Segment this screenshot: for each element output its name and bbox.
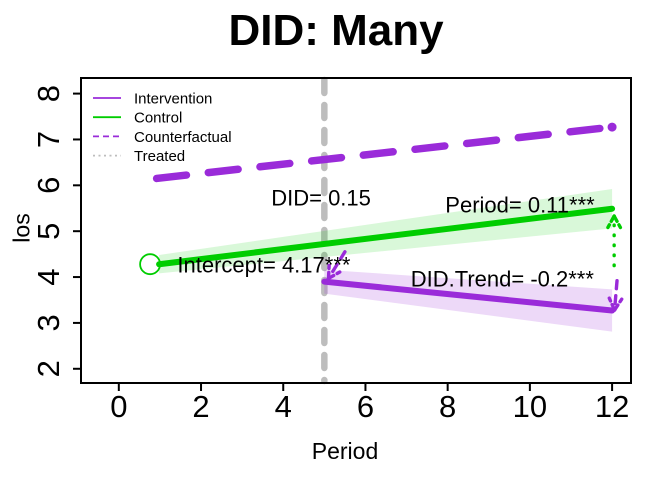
legend-label-counterfactual: Counterfactual (134, 129, 232, 146)
y-tick-label: 3 (31, 314, 66, 331)
legend-label-control: Control (134, 110, 182, 127)
x-tick-label: 8 (439, 389, 456, 424)
y-tick-label: 8 (31, 85, 66, 102)
x-tick-label: 4 (275, 389, 292, 424)
control-line (156, 205, 616, 268)
effect-arrow-head (326, 270, 342, 281)
y-tick-label: 4 (31, 268, 66, 285)
x-tick-label: 0 (110, 389, 127, 424)
intervention-line (321, 278, 616, 314)
x-tick-label: 2 (192, 389, 209, 424)
counterfactual-line (152, 123, 616, 183)
x-tick-label: 6 (357, 389, 374, 424)
x-tick-label: 10 (513, 389, 547, 424)
counterfactual-end-dot (607, 122, 617, 132)
effect-arrow-head (612, 214, 623, 230)
effect-arrow (612, 279, 619, 312)
effect-arrow (326, 250, 347, 281)
intervention-confidence-band (324, 269, 613, 332)
legend-label-treated: Treated (134, 148, 185, 165)
plot-border (80, 77, 632, 384)
y-tick-label: 2 (31, 360, 66, 377)
annotation-text: DID= 0.15 (271, 186, 371, 211)
chart-title: DID: Many (228, 6, 444, 55)
y-tick-label: 5 (31, 223, 66, 240)
annotation-text: Intercept= 4.17*** (177, 253, 351, 278)
effect-arrow-head (326, 263, 331, 281)
y-tick-label: 6 (31, 177, 66, 194)
effect-arrow-head (606, 214, 616, 230)
effect-arrow-head (607, 296, 617, 312)
annotation-text: Period= 0.11*** (445, 193, 595, 218)
y-tick-label: 7 (31, 131, 66, 148)
x-tick-label: 12 (595, 389, 629, 424)
annotation-text: DID.Trend= -0.2*** (411, 266, 595, 291)
legend-label-intervention: Intervention (134, 91, 212, 108)
control-start-marker (139, 253, 162, 276)
effect-arrow-head (612, 297, 624, 312)
x-axis-title: Period (311, 438, 379, 464)
